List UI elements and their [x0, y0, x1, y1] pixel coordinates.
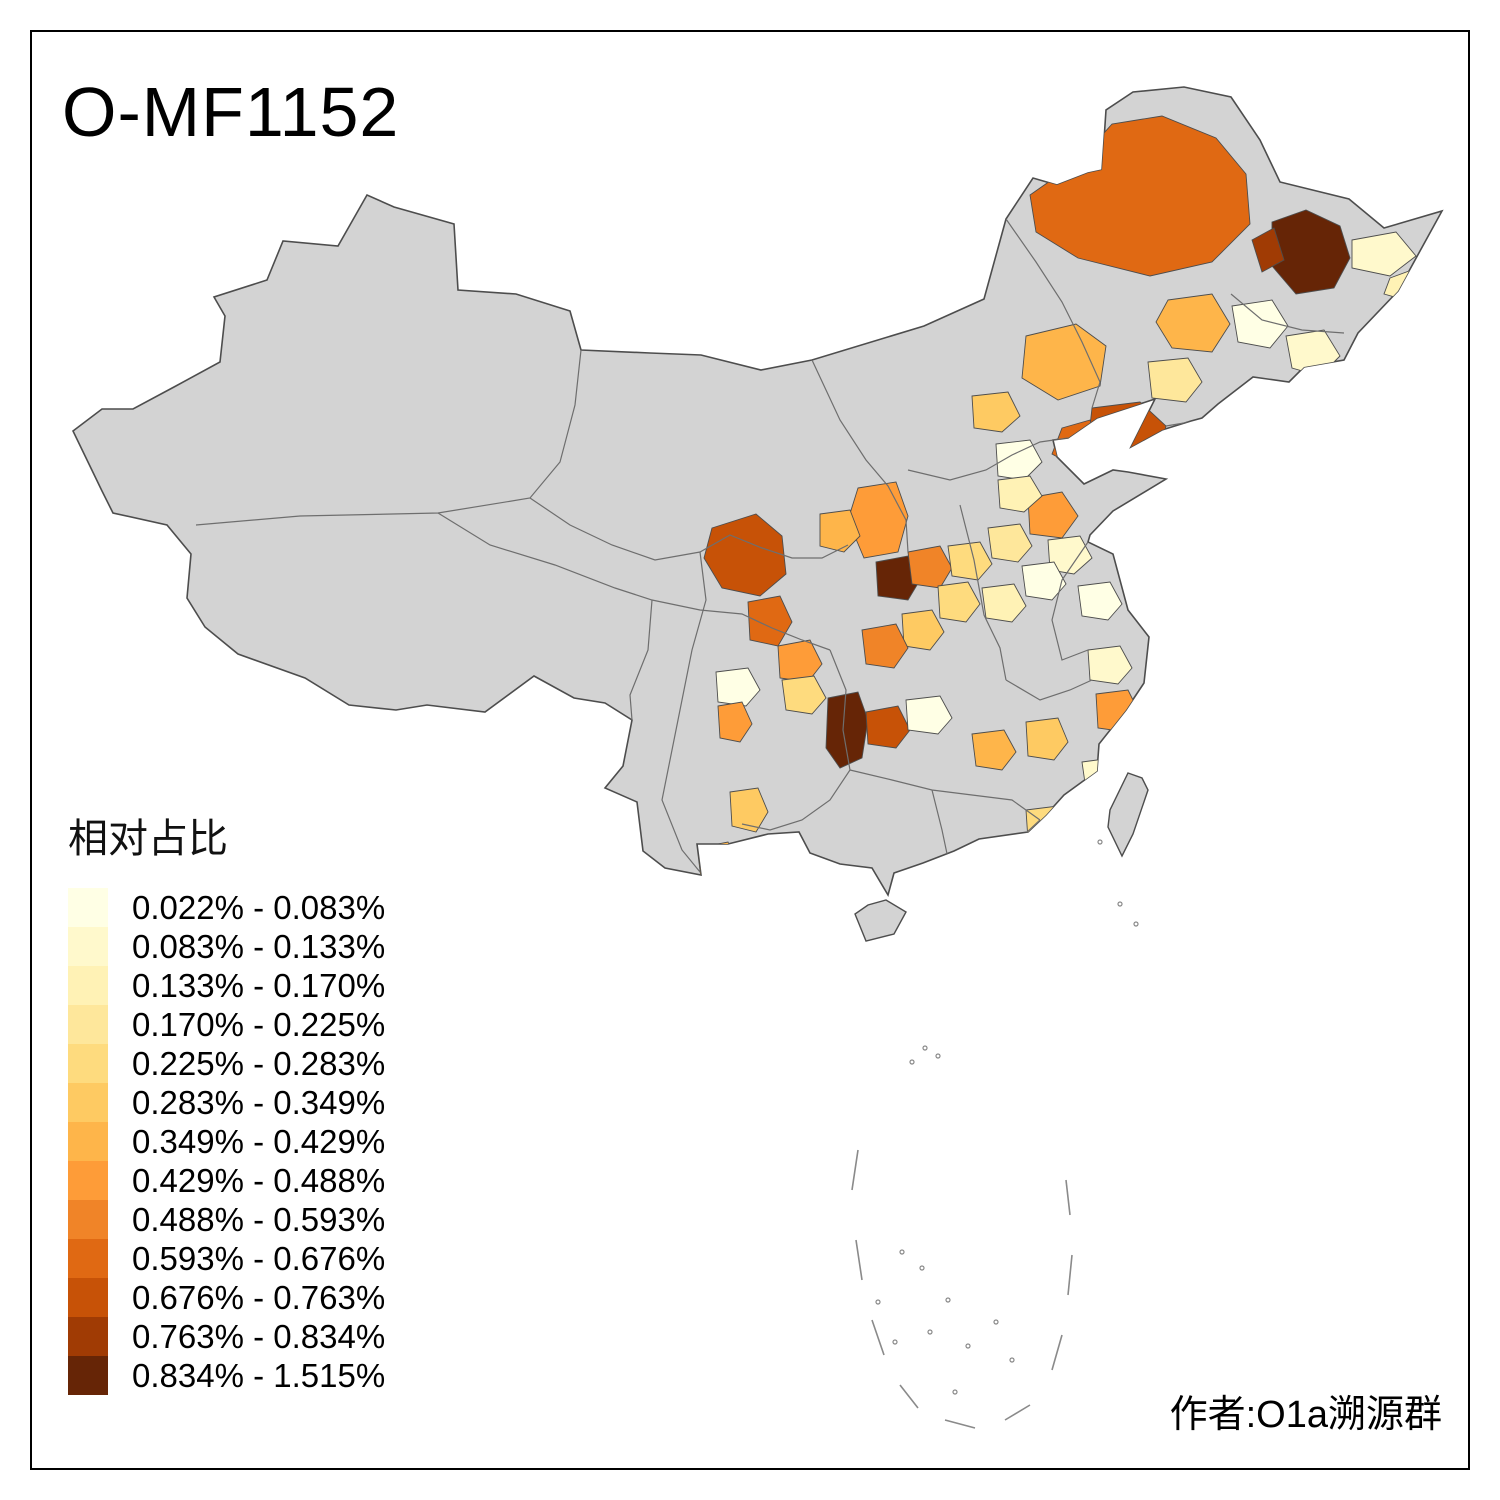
legend-entry: 0.170% - 0.225%: [68, 1005, 385, 1044]
map-region: [1087, 645, 1133, 685]
legend-swatch: [68, 1083, 108, 1122]
legend-swatch: [68, 1239, 108, 1278]
legend-entry: 0.834% - 1.515%: [68, 1356, 385, 1395]
map-region: [971, 391, 1021, 433]
legend-label: 0.593% - 0.676%: [132, 1239, 386, 1277]
legend-entries: 0.022% - 0.083% 0.083% - 0.133% 0.133% - 0…: [68, 888, 385, 1395]
map-region: [1187, 437, 1231, 477]
legend: 相对占比 0.022% - 0.083% 0.083% - 0.133% 0.133…: [68, 806, 385, 1395]
legend-label: 0.225% - 0.283%: [132, 1044, 386, 1082]
legend-label: 0.133% - 0.170%: [132, 966, 386, 1004]
map-region: [1221, 411, 1267, 451]
map-region: [905, 695, 953, 735]
map-region: [1021, 323, 1107, 401]
legend-entry: 0.225% - 0.283%: [68, 1044, 385, 1083]
legend-swatch: [68, 1278, 108, 1317]
hainan-island: [854, 899, 907, 942]
map-region: [875, 555, 921, 601]
map-region: [1271, 209, 1351, 295]
map-region: [1251, 227, 1285, 273]
legend-entry: 0.349% - 0.429%: [68, 1122, 385, 1161]
map-region: [1081, 757, 1123, 795]
nine-dash-line: [851, 1149, 1073, 1429]
map-region: [1025, 717, 1069, 761]
map-region: [1231, 299, 1289, 349]
legend-entry: 0.488% - 0.593%: [68, 1200, 385, 1239]
map-region: [981, 583, 1027, 623]
map-region: [1027, 491, 1079, 539]
attribution: 作者:O1a溯源群: [1169, 1394, 1442, 1436]
map-region: [937, 581, 981, 623]
map-region: [697, 841, 741, 895]
legend-entry: 0.429% - 0.488%: [68, 1161, 385, 1200]
map-region: [717, 701, 753, 743]
map-region: [971, 729, 1017, 771]
map-region: [907, 545, 953, 589]
legend-swatch: [68, 1005, 108, 1044]
map-region: [1111, 735, 1157, 775]
legend-label: 0.488% - 0.593%: [132, 1200, 386, 1238]
map-region: [825, 691, 869, 769]
map-region: [865, 705, 911, 749]
map-region: [997, 475, 1043, 513]
legend-label: 0.429% - 0.488%: [132, 1161, 386, 1199]
legend-swatch: [68, 1356, 108, 1395]
legend-label: 0.083% - 0.133%: [132, 927, 386, 965]
legend-swatch: [68, 1200, 108, 1239]
south-china-sea-islands: [875, 839, 1139, 1395]
map-region: [1155, 293, 1231, 353]
legend-entry: 0.022% - 0.083%: [68, 888, 385, 927]
map-region: [819, 509, 861, 553]
map-region: [933, 863, 967, 895]
legend-label: 0.170% - 0.225%: [132, 1005, 386, 1043]
legend-entry: 0.763% - 0.834%: [68, 1317, 385, 1356]
map-region: [747, 595, 793, 647]
taiwan-island: [1107, 772, 1149, 858]
map-region: [987, 523, 1033, 563]
page-title: O-MF1152: [62, 73, 400, 151]
map-region: [1025, 805, 1069, 845]
map-region: [1077, 581, 1123, 621]
map-region: [861, 623, 909, 669]
legend-label: 0.763% - 0.834%: [132, 1317, 386, 1355]
legend-swatch: [68, 1122, 108, 1161]
map-region: [781, 675, 827, 715]
map-region: [1351, 231, 1417, 277]
legend-label: 0.834% - 1.515%: [132, 1356, 386, 1394]
map-region: [729, 787, 769, 833]
legend-entry: 0.083% - 0.133%: [68, 927, 385, 966]
legend-swatch: [68, 966, 108, 1005]
map-region: [715, 667, 761, 707]
legend-label: 0.022% - 0.083%: [132, 888, 386, 926]
map-region: [947, 541, 993, 581]
legend-title: 相对占比: [68, 817, 228, 861]
legend-entry: 0.676% - 0.763%: [68, 1278, 385, 1317]
legend-swatch: [68, 927, 108, 966]
legend-label: 0.349% - 0.429%: [132, 1122, 386, 1160]
map-region: [1147, 357, 1203, 403]
legend-swatch: [68, 1317, 108, 1356]
legend-label: 0.676% - 0.763%: [132, 1278, 386, 1316]
legend-swatch: [68, 1044, 108, 1083]
map-region: [995, 439, 1043, 481]
legend-entry: 0.133% - 0.170%: [68, 966, 385, 1005]
province-boundaries: [195, 218, 1345, 873]
legend-swatch: [68, 888, 108, 927]
legend-swatch: [68, 1161, 108, 1200]
legend-entry: 0.283% - 0.349%: [68, 1083, 385, 1122]
legend-entry: 0.593% - 0.676%: [68, 1239, 385, 1278]
map-region: [703, 513, 787, 597]
legend-label: 0.283% - 0.349%: [132, 1083, 386, 1121]
